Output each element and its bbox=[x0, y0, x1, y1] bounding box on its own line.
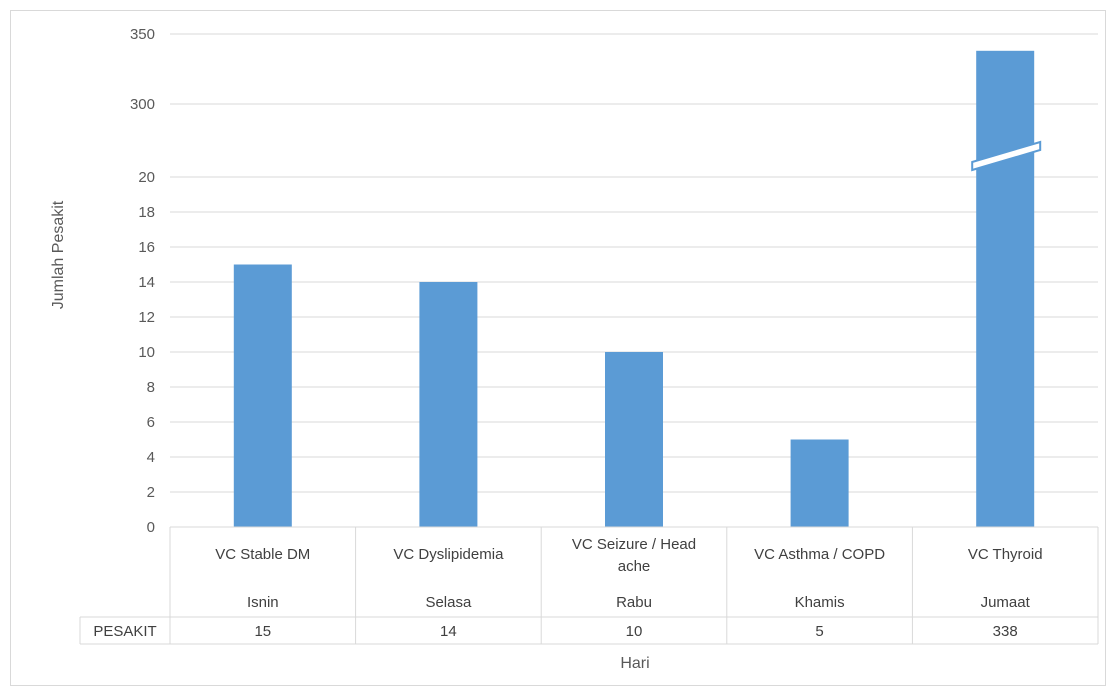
day-label: Rabu bbox=[616, 594, 652, 611]
day-label: Isnin bbox=[247, 594, 279, 611]
bar bbox=[790, 439, 849, 527]
x-axis-title: Hari bbox=[620, 655, 649, 672]
category-label: VC Asthma / COPD bbox=[754, 546, 885, 563]
y-tick-label: 350 bbox=[130, 26, 155, 43]
table-value: 338 bbox=[993, 623, 1018, 640]
table-value: 5 bbox=[815, 623, 823, 640]
day-label: Khamis bbox=[795, 594, 845, 611]
y-tick-label: 2 bbox=[147, 484, 155, 501]
y-tick-label: 14 bbox=[138, 274, 155, 291]
category-label: VC Stable DM bbox=[215, 546, 310, 563]
bar bbox=[605, 352, 663, 527]
data-table bbox=[79, 526, 1099, 645]
gridlines bbox=[170, 33, 1098, 528]
bars bbox=[233, 50, 1042, 528]
table-value: 14 bbox=[440, 623, 457, 640]
y-tick-label: 300 bbox=[130, 96, 155, 113]
day-label: Jumaat bbox=[981, 594, 1031, 611]
axis-break-marker bbox=[971, 140, 1042, 172]
table-value: 15 bbox=[254, 623, 271, 640]
y-tick-label: 8 bbox=[147, 379, 155, 396]
y-tick-label: 0 bbox=[147, 519, 155, 536]
bar bbox=[419, 282, 478, 527]
y-tick-label: 20 bbox=[138, 169, 155, 186]
y-tick-label: 10 bbox=[138, 344, 155, 361]
y-tick-label: 6 bbox=[147, 414, 155, 431]
table-value: 10 bbox=[626, 623, 643, 640]
bar bbox=[976, 50, 1035, 528]
chart-frame bbox=[10, 10, 1106, 686]
day-label: Selasa bbox=[425, 594, 472, 611]
bar bbox=[233, 264, 292, 527]
series-name-label: PESAKIT bbox=[93, 623, 156, 640]
y-tick-label: 18 bbox=[138, 204, 155, 221]
category-label: VC Thyroid bbox=[968, 546, 1043, 563]
category-label: VC Seizure / Head bbox=[572, 536, 696, 553]
category-label: ache bbox=[618, 558, 651, 575]
labels: 0 2 4 6 8 10 12 14 16 18 20 300 350 PESAKIT VC Stable … bbox=[93, 26, 1042, 640]
category-label: VC Dyslipidemia bbox=[393, 546, 504, 563]
y-tick-label: 4 bbox=[147, 449, 155, 466]
y-axis-title: Jumlah Pesakit bbox=[50, 200, 67, 309]
y-tick-label: 16 bbox=[138, 239, 155, 256]
y-tick-label: 12 bbox=[138, 309, 155, 326]
